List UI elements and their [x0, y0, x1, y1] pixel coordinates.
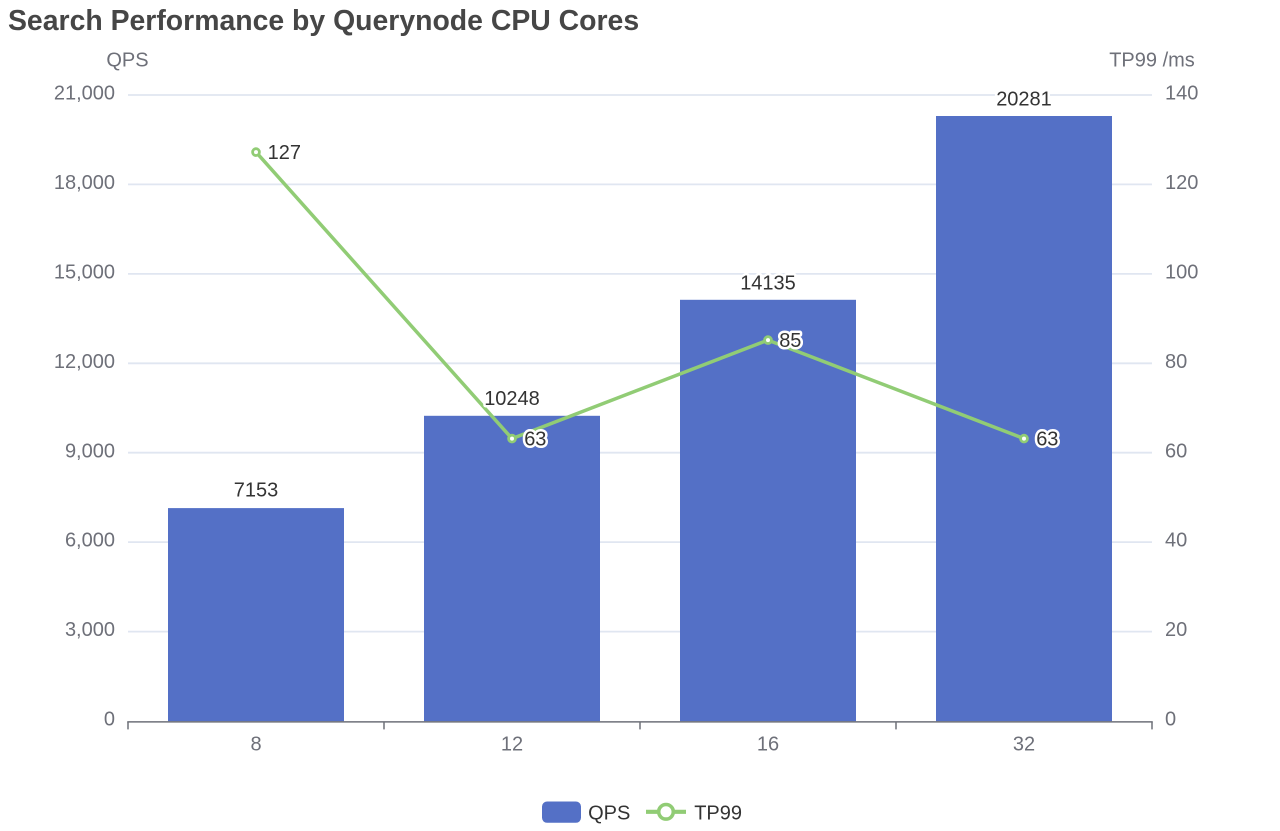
svg-text:140: 140: [1165, 83, 1198, 105]
svg-text:QPS: QPS: [588, 802, 630, 824]
svg-text:TP99: TP99: [694, 802, 742, 824]
svg-text:16: 16: [757, 733, 779, 755]
svg-text:6,000: 6,000: [65, 530, 115, 552]
svg-text:20: 20: [1165, 619, 1187, 641]
svg-text:40: 40: [1165, 530, 1187, 552]
svg-text:21,000: 21,000: [54, 83, 115, 105]
svg-text:85: 85: [779, 330, 801, 352]
svg-text:15,000: 15,000: [54, 262, 115, 284]
svg-text:32: 32: [1013, 733, 1035, 755]
svg-text:120: 120: [1165, 172, 1198, 194]
svg-text:TP99 /ms: TP99 /ms: [1109, 50, 1195, 72]
svg-text:7153: 7153: [234, 480, 279, 502]
svg-text:9,000: 9,000: [65, 440, 115, 462]
svg-text:14135: 14135: [740, 272, 796, 294]
svg-text:8: 8: [250, 733, 261, 755]
svg-text:QPS: QPS: [106, 50, 148, 72]
svg-text:63: 63: [1036, 429, 1058, 451]
svg-text:127: 127: [268, 142, 301, 164]
svg-text:80: 80: [1165, 351, 1187, 373]
svg-text:20281: 20281: [996, 88, 1052, 110]
svg-text:0: 0: [1165, 709, 1176, 731]
svg-text:0: 0: [104, 709, 115, 731]
svg-text:3,000: 3,000: [65, 619, 115, 641]
svg-text:100: 100: [1165, 262, 1198, 284]
svg-text:12: 12: [501, 733, 523, 755]
svg-text:12,000: 12,000: [54, 351, 115, 373]
svg-text:60: 60: [1165, 440, 1187, 462]
svg-text:10248: 10248: [484, 388, 540, 410]
svg-text:63: 63: [524, 429, 546, 451]
svg-text:18,000: 18,000: [54, 172, 115, 194]
svg-text:Search Performance by Querynod: Search Performance by Querynode CPU Core…: [8, 5, 639, 37]
